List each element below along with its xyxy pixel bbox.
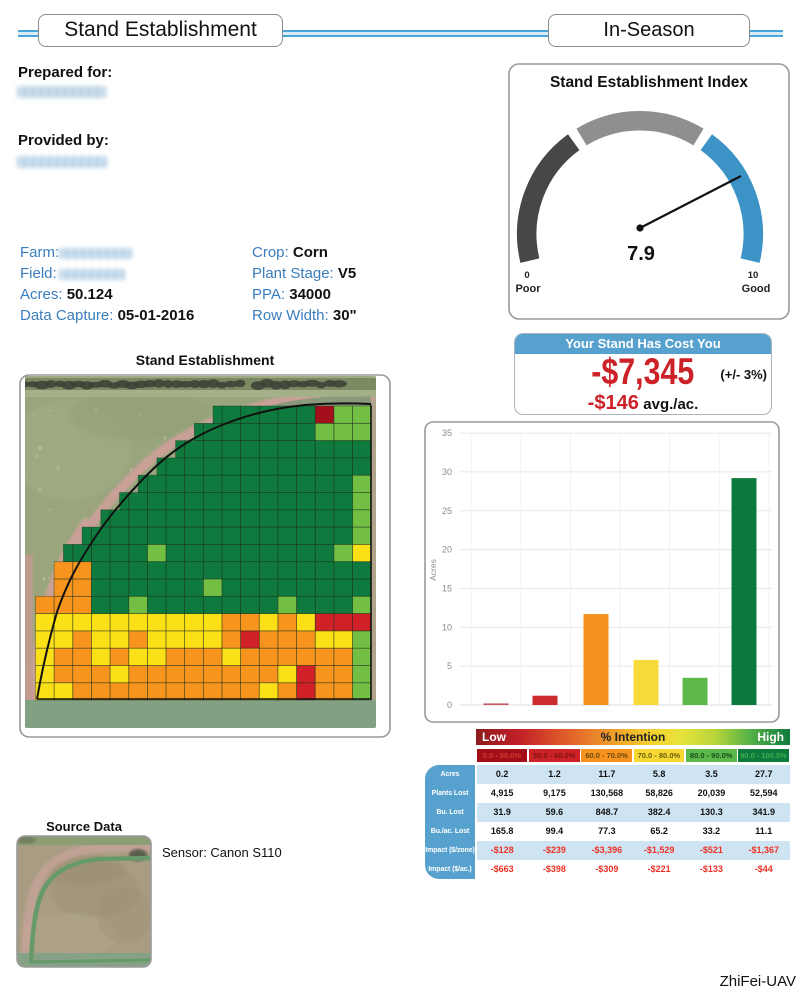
svg-text:0: 0 [447,700,452,710]
svg-text:35: 35 [442,428,452,438]
svg-text:10: 10 [442,622,452,632]
svg-text:Stand Establishment Index: Stand Establishment Index [550,74,748,91]
svg-text:5: 5 [447,661,452,671]
svg-text:10: 10 [748,270,759,281]
svg-text:25: 25 [442,506,452,516]
svg-text:7.9: 7.9 [627,243,655,265]
svg-text:Acres: Acres [428,559,438,581]
svg-text:15: 15 [442,584,452,594]
svg-text:0: 0 [524,270,529,281]
svg-text:20: 20 [442,545,452,555]
svg-text:Good: Good [742,283,771,295]
svg-text:Poor: Poor [515,283,541,295]
svg-text:30: 30 [442,467,452,477]
